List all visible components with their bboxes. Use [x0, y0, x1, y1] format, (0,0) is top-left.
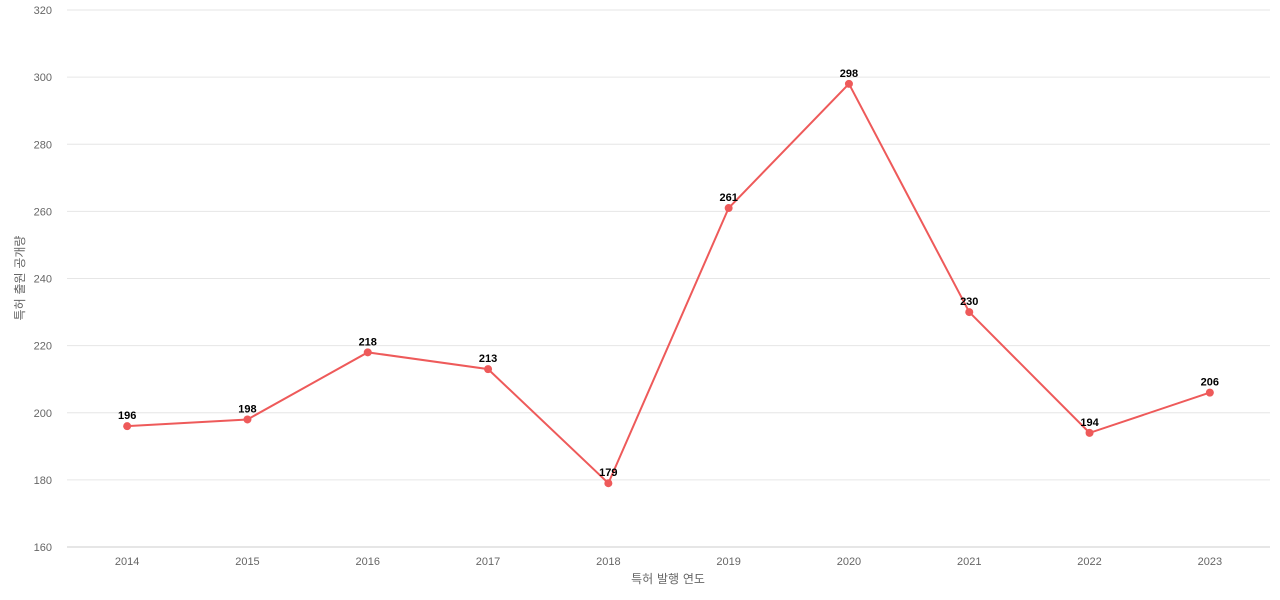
data-labels: 196 198 218 213 179 261 298 230 194 206: [118, 68, 1219, 479]
data-label: 218: [359, 336, 377, 348]
y-axis-ticks: 160 180 200 220 240 260 280 300 320: [34, 5, 52, 554]
series-line: [127, 82, 1211, 485]
y-tick-label: 300: [34, 72, 52, 84]
x-axis-title: 특허 발행 연도: [631, 571, 705, 586]
y-tick-label: 180: [34, 475, 52, 487]
data-label: 198: [238, 403, 256, 415]
y-tick-label: 200: [34, 408, 52, 420]
data-point[interactable]: [363, 348, 372, 357]
data-label: 194: [1080, 417, 1099, 429]
data-point[interactable]: [123, 422, 132, 431]
x-tick-label: 2020: [837, 556, 861, 568]
data-label: 213: [479, 353, 497, 365]
x-tick-label: 2023: [1198, 556, 1222, 568]
x-tick-label: 2021: [957, 556, 981, 568]
data-point[interactable]: [844, 79, 853, 88]
data-point[interactable]: [1085, 428, 1094, 437]
data-point[interactable]: [965, 308, 974, 317]
y-tick-label: 280: [34, 139, 52, 151]
y-tick-label: 160: [34, 542, 52, 554]
data-point[interactable]: [604, 479, 613, 488]
x-tick-label: 2018: [596, 556, 620, 568]
x-tick-label: 2022: [1077, 556, 1101, 568]
y-tick-label: 260: [34, 206, 52, 218]
x-tick-label: 2014: [115, 556, 139, 568]
y-tick-label: 320: [34, 5, 52, 17]
x-axis-ticks: 2014 2015 2016 2017 2018 2019 2020 2021 2022 2023: [115, 556, 1222, 568]
x-tick-label: 2019: [716, 556, 740, 568]
data-point[interactable]: [1205, 388, 1214, 397]
x-tick-label: 2016: [356, 556, 380, 568]
data-label: 179: [599, 467, 617, 479]
data-label: 261: [719, 192, 737, 204]
data-label: 298: [840, 68, 858, 80]
x-tick-label: 2015: [235, 556, 259, 568]
x-tick-label: 2017: [476, 556, 500, 568]
y-axis-title: 특허 출원 공개량: [13, 236, 27, 321]
data-points: [123, 79, 1214, 488]
y-tick-label: 240: [34, 274, 52, 286]
data-label: 206: [1201, 377, 1219, 389]
y-tick-label: 220: [34, 341, 52, 353]
data-label: 230: [960, 296, 978, 308]
data-point[interactable]: [243, 415, 252, 424]
data-label: 196: [118, 410, 136, 422]
data-point[interactable]: [724, 204, 733, 213]
data-point[interactable]: [484, 365, 493, 374]
